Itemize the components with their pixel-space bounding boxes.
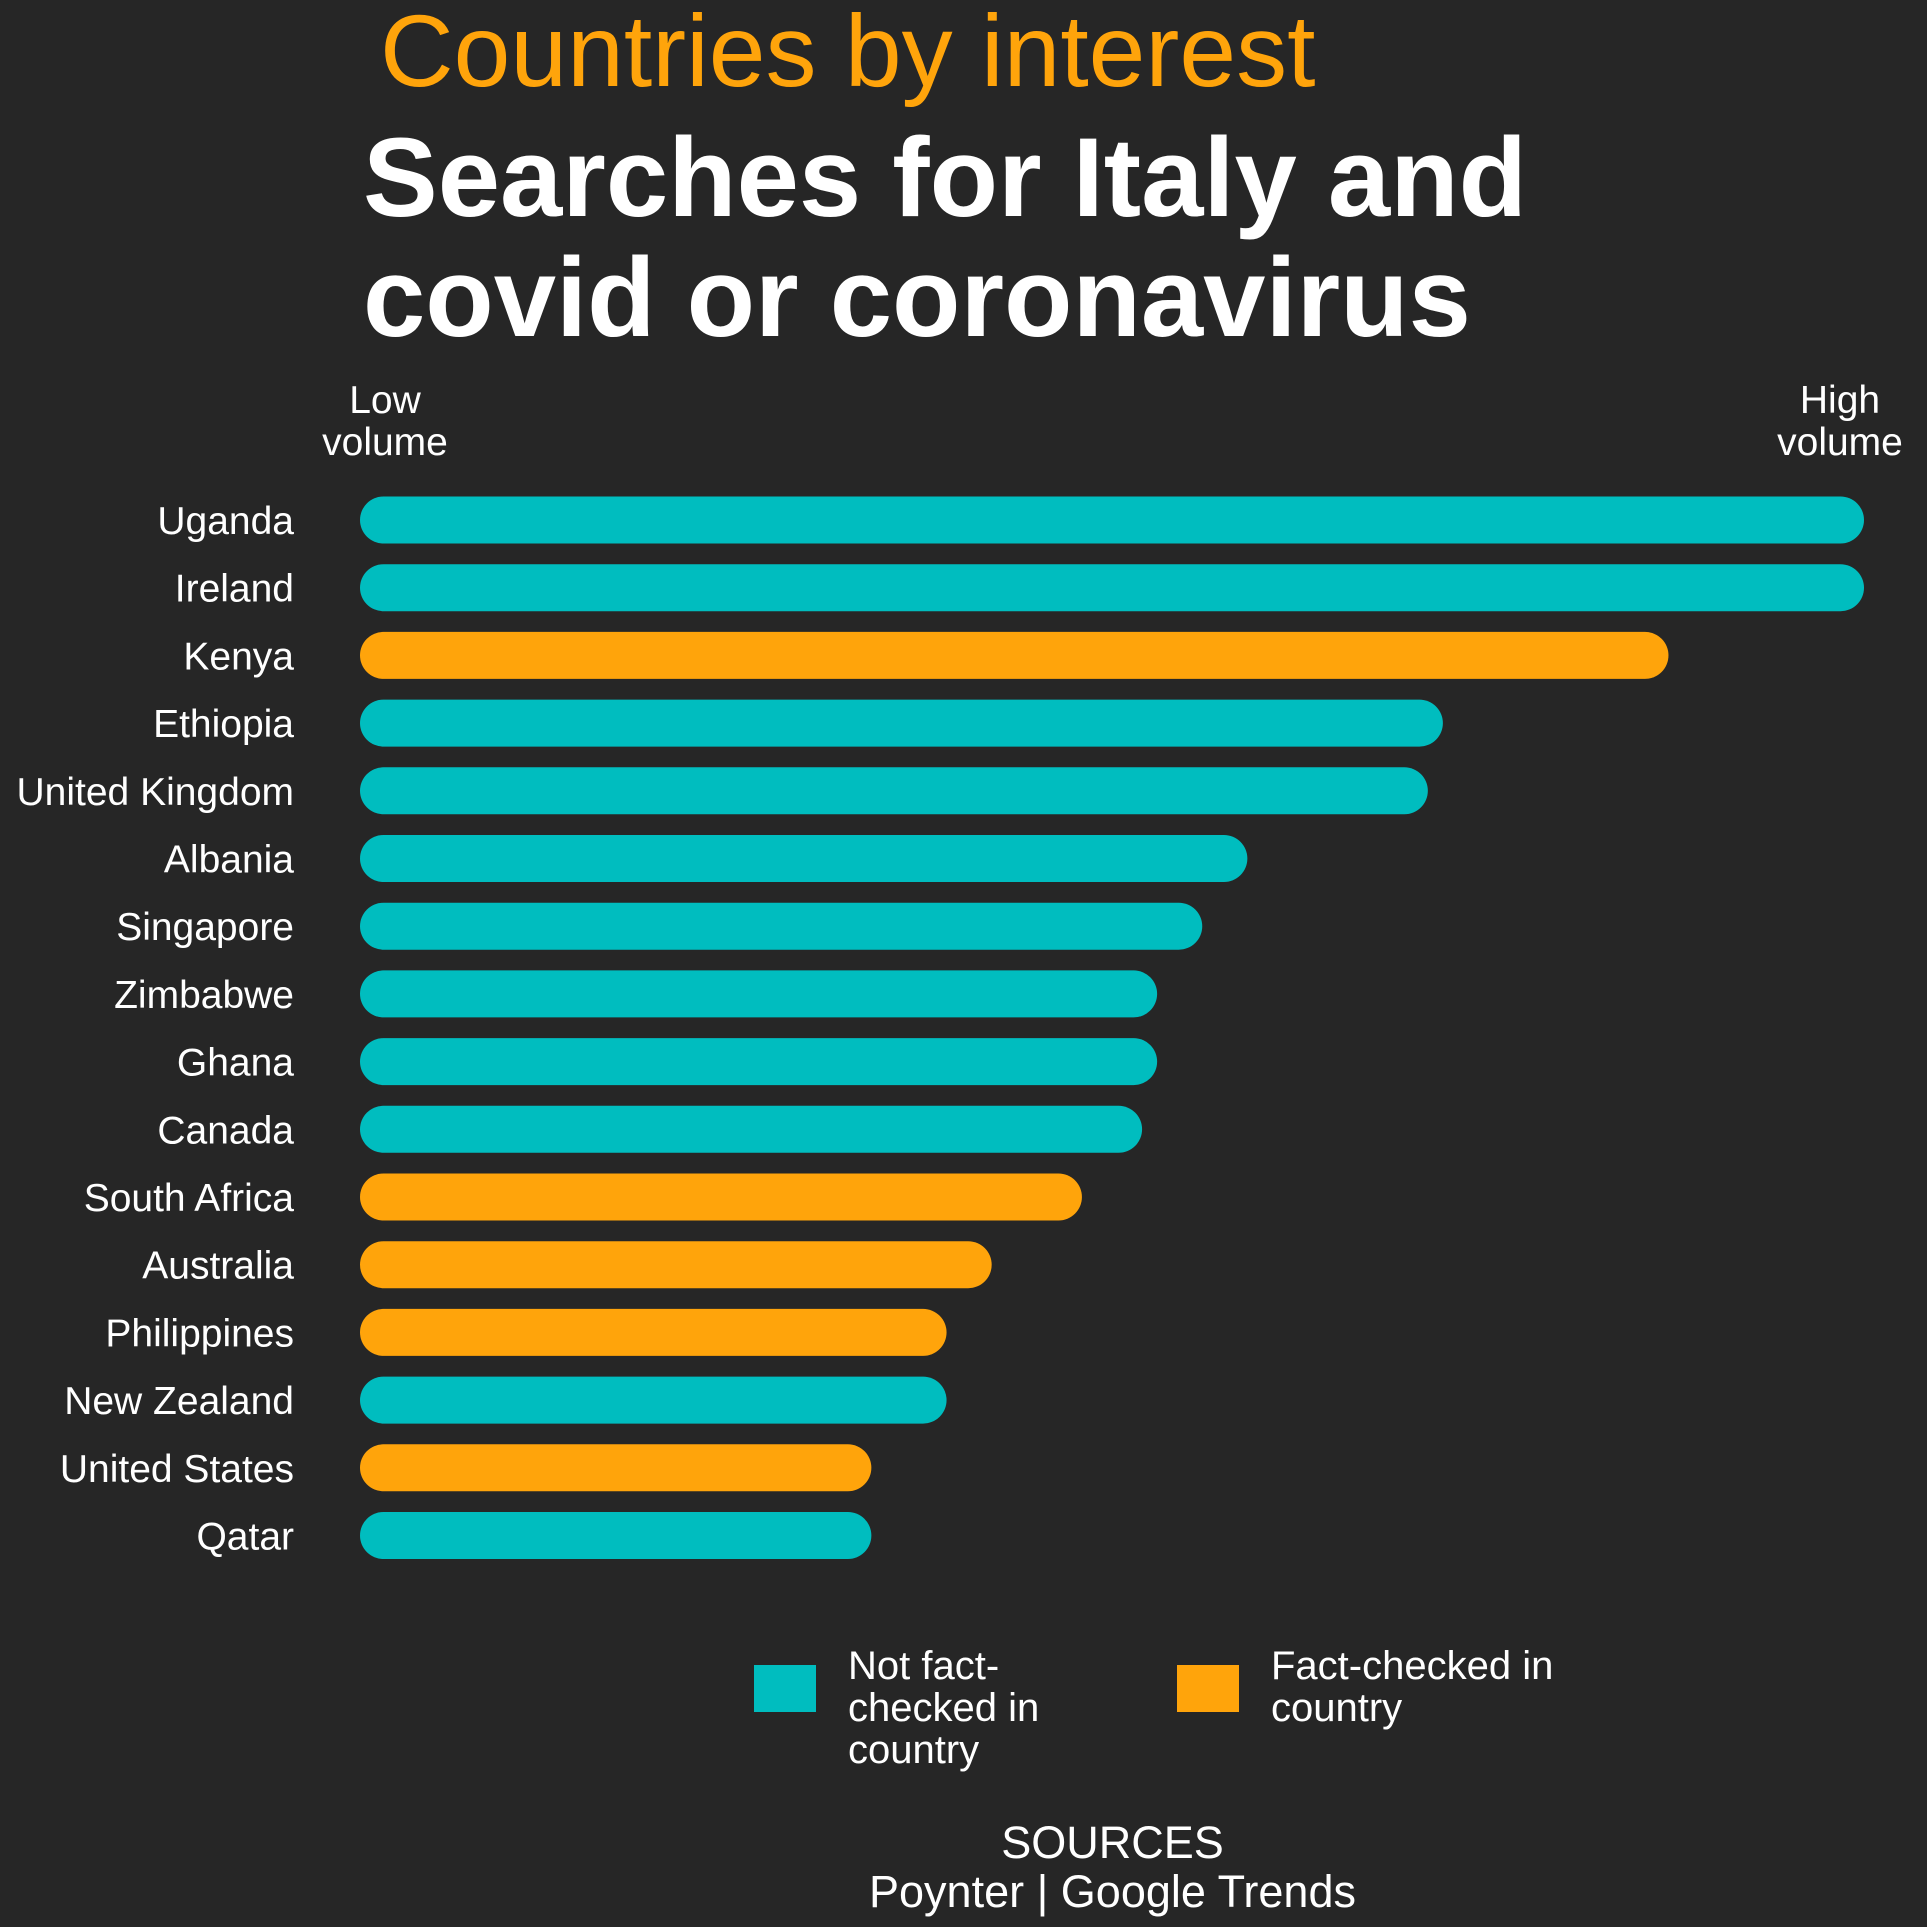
- category-label-ethiopia: Ethiopia: [153, 703, 294, 746]
- category-label-singapore: Singapore: [116, 906, 294, 949]
- sources-heading: SOURCES: [1001, 1817, 1224, 1868]
- category-label-united-states: United States: [60, 1448, 294, 1491]
- bar-ghana: [360, 1038, 1158, 1086]
- bar-new-zealand: [360, 1376, 947, 1424]
- sources: SOURCES Poynter | Google Trends: [0, 1818, 1927, 1916]
- low-volume-label: Low volume: [322, 379, 448, 464]
- bar-ireland: [360, 564, 1864, 612]
- category-label-australia: Australia: [142, 1245, 294, 1288]
- category-label-ireland: Ireland: [175, 568, 294, 611]
- bar-albania: [360, 835, 1248, 882]
- legend-swatch-not-fact-checked: [754, 1665, 816, 1712]
- legend-label-fact-checked: Fact-checked in country: [1271, 1644, 1554, 1730]
- legend: Not fact-checked in country Fact-checked…: [0, 1644, 1927, 1771]
- bar-philippines: [360, 1308, 947, 1356]
- bar-ethiopia: [360, 699, 1443, 747]
- category-label-south-africa: South Africa: [84, 1177, 295, 1220]
- legend-swatch-fact-checked: [1177, 1665, 1239, 1712]
- high-volume-label: High volume: [1777, 379, 1903, 464]
- bar-qatar: [360, 1512, 872, 1559]
- category-label-uganda: Uganda: [157, 500, 294, 543]
- category-label-philippines: Philippines: [105, 1312, 294, 1355]
- category-label-qatar: Qatar: [196, 1516, 294, 1559]
- legend-label-not-fact-checked: Not fact-checked in country: [848, 1644, 1040, 1772]
- chart-title: Searches for Italy and covid or coronavi…: [363, 115, 1528, 360]
- bar-united-states: [360, 1444, 872, 1492]
- bar-zimbabwe: [360, 970, 1158, 1018]
- category-label-kenya: Kenya: [183, 635, 294, 678]
- bar-australia: [360, 1241, 992, 1289]
- category-label-ghana: Ghana: [177, 1042, 294, 1085]
- bar-canada: [360, 1105, 1143, 1153]
- bar-uganda: [360, 496, 1864, 544]
- category-label-united-kingdom: United Kingdom: [17, 771, 295, 814]
- category-label-canada: Canada: [157, 1109, 294, 1152]
- bar-kenya: [360, 631, 1669, 679]
- sources-text: Poynter | Google Trends: [869, 1866, 1356, 1917]
- bar-south-africa: [360, 1173, 1082, 1221]
- category-label-new-zealand: New Zealand: [64, 1380, 294, 1423]
- category-label-albania: Albania: [164, 839, 294, 882]
- chart-kicker: Countries by interest: [380, 0, 1316, 108]
- bar-united-kingdom: [360, 767, 1428, 815]
- category-label-zimbabwe: Zimbabwe: [114, 974, 294, 1017]
- bar-singapore: [360, 902, 1203, 950]
